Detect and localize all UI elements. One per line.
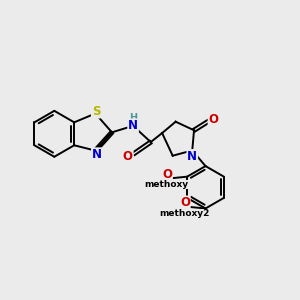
Text: methoxy: methoxy	[145, 180, 189, 189]
Text: N: N	[128, 119, 138, 132]
Text: O: O	[123, 150, 133, 163]
Text: N: N	[187, 150, 197, 163]
Text: N: N	[92, 148, 102, 161]
Text: S: S	[92, 105, 100, 118]
Text: O: O	[180, 196, 190, 209]
Text: H: H	[129, 113, 137, 123]
Text: O: O	[162, 167, 172, 181]
Text: methoxy2: methoxy2	[159, 209, 209, 218]
Text: O: O	[208, 113, 218, 126]
